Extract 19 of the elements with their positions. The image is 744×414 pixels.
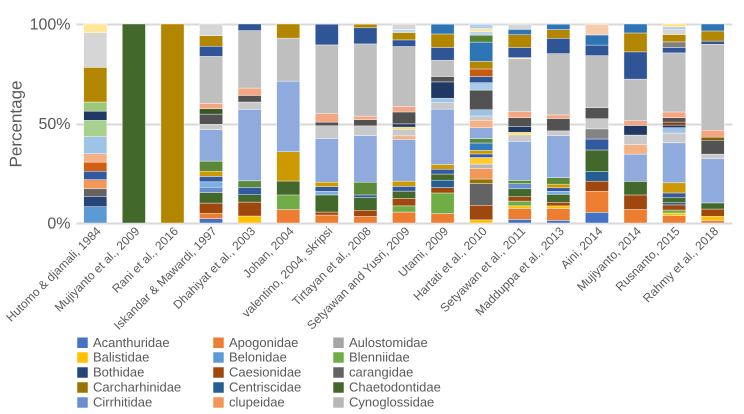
- y-tick-label: 0%: [47, 216, 70, 232]
- y-tick-label: 50%: [38, 116, 70, 133]
- legend-label: Belonidae: [229, 350, 287, 364]
- legend-label: Blenniidae: [349, 350, 410, 364]
- legend-label: Centriscidae: [229, 380, 302, 394]
- legend-label: Balistidae: [93, 350, 150, 364]
- legend-label: Aulostomidae: [349, 334, 428, 350]
- legend-label: Carcharhinidae: [93, 380, 182, 394]
- legend-label: Cirrhitidae: [93, 394, 152, 410]
- legend-label: Apogonidae: [229, 334, 298, 350]
- legend-label: Caesionidae: [229, 364, 302, 380]
- legend-label: Bothidae: [93, 364, 144, 380]
- y-tick-label: 100%: [30, 16, 70, 34]
- legend-label: carangidae: [349, 364, 414, 380]
- legend-label: clupeidae: [229, 394, 285, 410]
- legend-label: Cynoglossidae: [349, 394, 434, 410]
- legend-label: Chaetodontidae: [349, 380, 441, 394]
- legend-label: Acanthuridae: [93, 334, 170, 350]
- y-axis-title: Percentage: [6, 80, 26, 168]
